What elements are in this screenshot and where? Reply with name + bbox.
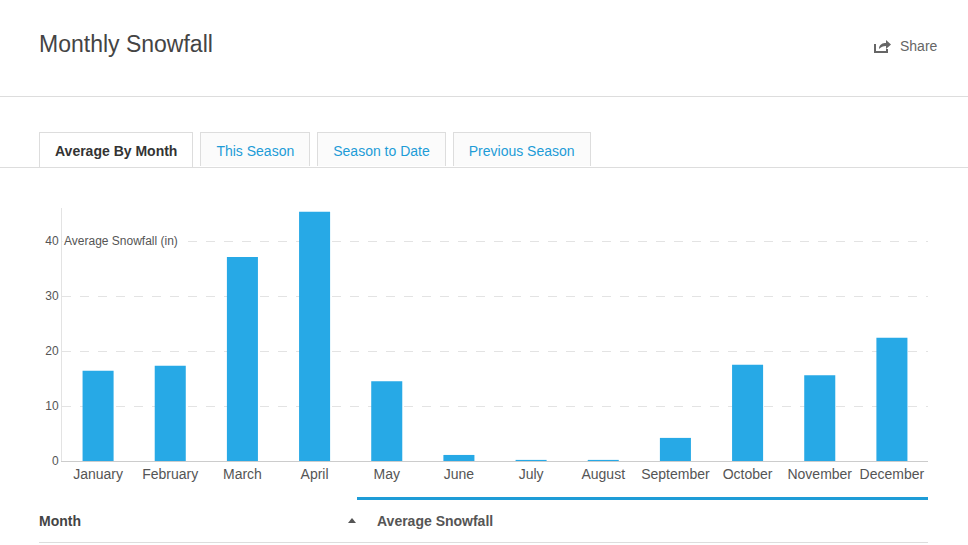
svg-text:January: January bbox=[73, 466, 123, 482]
html-text:Season to Date: Season to Date bbox=[333, 143, 430, 159]
svg-text:February: February bbox=[142, 466, 198, 482]
svg-text:20: 20 bbox=[45, 344, 59, 358]
html-text:Month: Month bbox=[39, 513, 81, 529]
svg-text:July: July bbox=[519, 466, 544, 482]
svg-text:May: May bbox=[374, 466, 400, 482]
svg-text:December: December bbox=[860, 466, 925, 482]
svg-text:November: November bbox=[787, 466, 852, 482]
svg-text:10: 10 bbox=[45, 399, 59, 413]
html-text:Monthly Snowfall: Monthly Snowfall bbox=[39, 31, 213, 57]
html-text:This Season: This Season bbox=[216, 143, 295, 159]
svg-text:September: September bbox=[641, 466, 710, 482]
svg-text:August: August bbox=[581, 466, 625, 482]
html-text:Previous Season: Previous Season bbox=[468, 143, 575, 159]
html-text:Share: Share bbox=[900, 38, 938, 54]
html-text:Average Snowfall: Average Snowfall bbox=[377, 513, 494, 529]
svg-text:Average Snowfall (in): Average Snowfall (in) bbox=[64, 234, 178, 248]
svg-text:0: 0 bbox=[52, 454, 59, 468]
svg-text:October: October bbox=[723, 466, 773, 482]
svg-text:April: April bbox=[301, 466, 329, 482]
svg-text:30: 30 bbox=[45, 289, 59, 303]
svg-text:March: March bbox=[223, 466, 262, 482]
svg-text:40: 40 bbox=[45, 234, 59, 248]
svg-text:June: June bbox=[444, 466, 475, 482]
html-text:Average By Month: Average By Month bbox=[55, 143, 178, 159]
